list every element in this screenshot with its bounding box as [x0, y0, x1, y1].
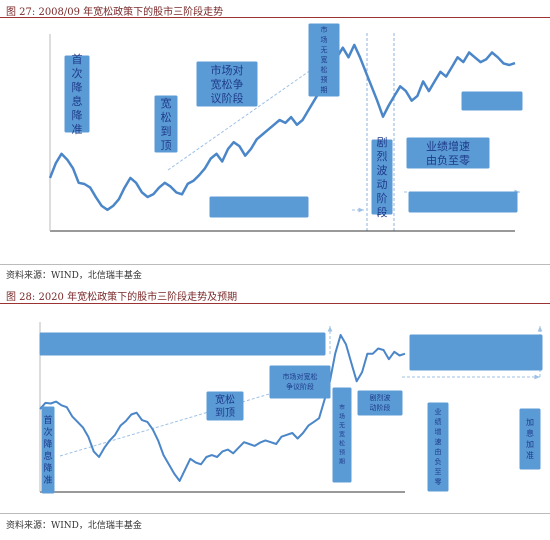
annotation-box-char: 宽: [161, 96, 172, 110]
annotation-box-line: 宽松争: [211, 77, 244, 91]
annotation-box-char: 增: [435, 427, 442, 436]
figure2-rule: [0, 303, 550, 304]
annotation-box-char: 息: [526, 428, 534, 438]
annotation-box: [519, 408, 541, 470]
annotation-box-char: 期: [339, 458, 345, 466]
annotation-box-char: 次: [72, 66, 83, 80]
annotation-box-char: 无: [321, 46, 328, 54]
annotation-box: [206, 391, 244, 421]
annotation-box-char: 降: [72, 80, 83, 94]
figure1-source: 资料来源：WIND，北信瑞丰基金: [6, 271, 142, 281]
annotation-box-char: 市: [339, 404, 345, 412]
annotation-box-char: 松: [161, 110, 172, 124]
annotation-box: [269, 365, 331, 399]
annotation-box-char: 首: [43, 414, 52, 426]
annotation-box-char: 降: [43, 462, 52, 474]
annotation-box-char: 剧: [377, 136, 388, 149]
guide-arrowhead: [537, 326, 543, 332]
figure1-caption: 图 27: 2008/09 年宽松政策下的股市三阶段走势: [6, 7, 224, 18]
guide-arrowhead: [358, 207, 364, 213]
figure2-source: 资料来源：WIND，北信瑞丰基金: [6, 521, 142, 531]
annotation-box-char: 至: [435, 468, 442, 476]
annotation-box-char: 预: [321, 75, 328, 84]
annotation-box-char: 降: [72, 108, 83, 122]
annotation-box-char: 市: [321, 25, 328, 34]
annotation-box-char: 场: [339, 413, 345, 421]
annotation-box-char: 由: [435, 447, 442, 456]
annotation-box: [427, 402, 449, 492]
annotation-box-char: 业: [435, 407, 442, 416]
annotation-box-char: 息: [72, 94, 83, 108]
annotation-box-char: 准: [72, 123, 83, 136]
annotation-box-line: 到顶: [215, 407, 235, 419]
guide-arrow: [59, 375, 331, 457]
annotation-box-char: 顶: [161, 139, 172, 152]
annotation-box-char: 准: [43, 475, 52, 486]
annotation-box-line: 市场对宽松: [283, 372, 318, 381]
annotation-box-line: 议阶段: [211, 91, 244, 105]
annotation-box-char: 阶: [377, 191, 388, 205]
annotation-box-char: 加: [526, 417, 534, 427]
annotation-box-char: 松: [339, 440, 345, 448]
annotation-box-line: 市场对: [211, 63, 244, 77]
annotation-box-line: 剧烈波: [370, 393, 391, 402]
annotation-box-char: 场: [321, 35, 328, 44]
annotation-box-line: 业绩增速: [426, 139, 470, 153]
annotation-box-char: 首: [72, 52, 83, 66]
annotation-box: [409, 334, 543, 371]
annotation-box: [371, 139, 393, 215]
annotation-box-char: 预: [339, 449, 345, 457]
annotation-box-char: 烈: [377, 149, 388, 163]
annotation-box-char: 动: [377, 178, 388, 191]
annotation-box-char: 速: [435, 438, 442, 446]
figure2-source-rule: [0, 513, 550, 514]
annotation-box: [39, 332, 326, 356]
annotation-box-char: 息: [43, 450, 52, 462]
annotation-box-char: 零: [435, 478, 442, 486]
annotation-box-char: 宽: [339, 431, 345, 439]
annotation-box-char: 期: [321, 86, 328, 94]
guide-arrow: [167, 57, 329, 171]
annotation-box-char: 准: [526, 450, 534, 460]
annotation-box: [154, 95, 178, 153]
annotation-box-char: 段: [377, 205, 388, 219]
annotation-box-char: 降: [43, 438, 52, 450]
annotation-box: [406, 137, 490, 169]
annotation-box-char: 到: [161, 125, 172, 138]
annotation-box: [209, 196, 309, 218]
annotation-box-char: 宽: [321, 55, 328, 64]
annotation-box: [357, 390, 403, 416]
annotation-box-line: 动阶段: [370, 403, 391, 412]
annotation-box: [332, 387, 352, 483]
annotation-box-line: 争议阶段: [286, 382, 314, 391]
annotation-box-char: 无: [339, 423, 345, 430]
annotation-box-char: 波: [377, 164, 388, 177]
annotation-box: [461, 91, 523, 111]
annotation-box: [64, 55, 90, 133]
annotation-box: [408, 191, 518, 213]
guide-arrowhead: [534, 374, 540, 380]
figure1-source-rule: [0, 264, 550, 265]
figure1-rule: [0, 17, 550, 18]
annotation-box: [196, 61, 258, 107]
annotation-box: [41, 406, 55, 494]
annotation-box-char: 绩: [435, 417, 442, 426]
annotation-box-line: 由负至零: [426, 153, 470, 167]
annotation-box: [308, 23, 340, 97]
annotation-box-line: 宽松: [215, 393, 235, 406]
annotation-box-char: 加: [526, 439, 534, 449]
figure2-caption: 图 28: 2020 年宽松政策下的股市三阶段走势及预期: [6, 292, 238, 303]
guide-arrowhead: [327, 326, 333, 332]
annotation-box-char: 次: [43, 426, 52, 438]
series-line: [48, 43, 516, 212]
annotation-box-char: 负: [435, 457, 442, 466]
annotation-box-char: 松: [321, 65, 328, 74]
series-line: [39, 334, 406, 482]
